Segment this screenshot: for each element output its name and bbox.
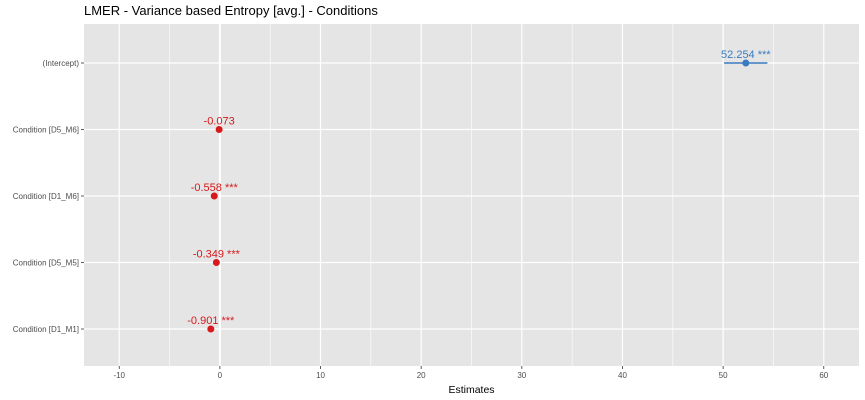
estimate-label: -0.349 *** — [193, 249, 241, 261]
x-tick-label: 30 — [517, 371, 526, 380]
estimate-label: 52.254 *** — [721, 49, 771, 61]
y-tick-label: Condition [D1_M1] — [13, 325, 79, 334]
x-tick-label: 0 — [218, 371, 223, 380]
estimate-label: -0.901 *** — [187, 315, 235, 327]
x-axis-ticks: -10 0 10 20 30 40 50 60 — [113, 366, 829, 380]
x-axis-label: Estimates — [448, 384, 494, 396]
y-tick-label: Condition [D1_M6] — [13, 192, 79, 201]
x-tick-label: 20 — [417, 371, 426, 380]
grid-lines — [84, 24, 859, 366]
x-tick-label: 10 — [316, 371, 325, 380]
x-tick-label: 40 — [618, 371, 627, 380]
estimate-point — [215, 126, 223, 133]
chart-title: LMER - Variance based Entropy [avg.] - C… — [84, 3, 378, 18]
estimate-point — [742, 59, 750, 67]
y-tick-label: Condition [D5_M6] — [13, 126, 79, 135]
estimate-label: -0.073 — [204, 116, 235, 128]
estimate-point — [207, 325, 215, 333]
data-marks: 52.254 *** -0.073 -0.558 *** -0.349 *** -0.9… — [187, 49, 771, 333]
x-tick-label: 60 — [819, 371, 828, 380]
estimate-point — [210, 192, 218, 200]
y-tick-label: (Intercept) — [43, 59, 80, 68]
y-tick-label: Condition [D5_M5] — [13, 259, 79, 268]
x-tick-label: -10 — [113, 371, 125, 380]
y-axis-ticks: (Intercept) Condition [D5_M6] Condition [D… — [13, 59, 84, 334]
estimate-point — [212, 259, 220, 266]
x-tick-label: 50 — [719, 371, 728, 380]
estimate-label: -0.558 *** — [191, 182, 239, 194]
